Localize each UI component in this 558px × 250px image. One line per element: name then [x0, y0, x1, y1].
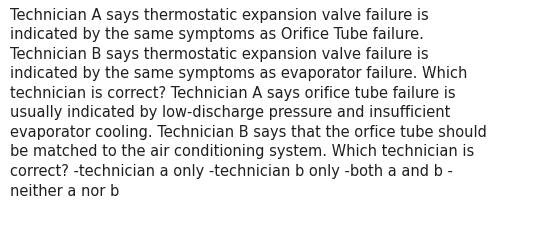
- Text: Technician A says thermostatic expansion valve failure is
indicated by the same : Technician A says thermostatic expansion…: [10, 8, 487, 198]
